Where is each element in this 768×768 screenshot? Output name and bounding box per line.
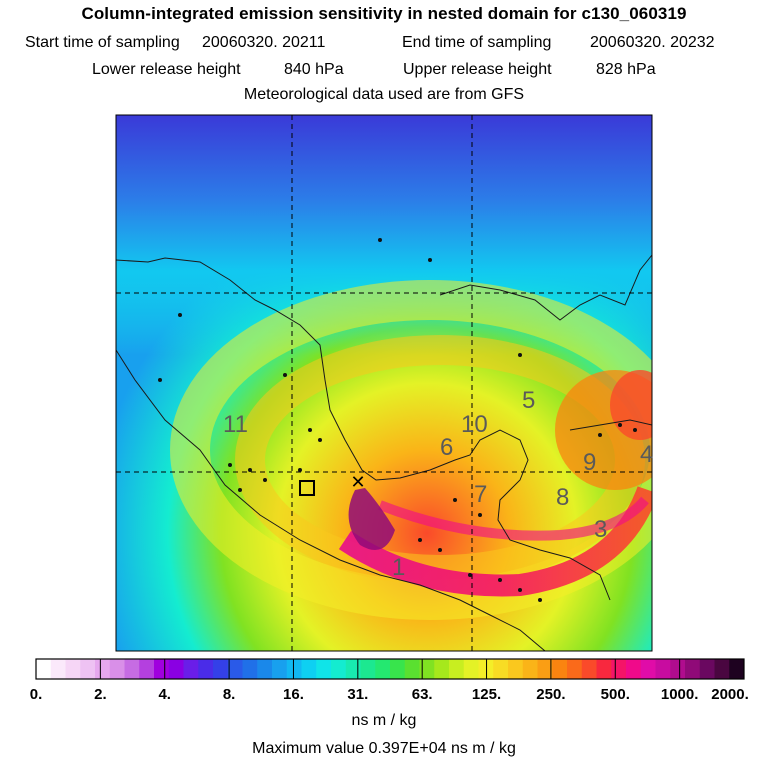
colorbar-swatch (154, 659, 170, 679)
colorbar-swatch (611, 659, 627, 679)
colorbar-swatch (375, 659, 391, 679)
colorbar-swatch (227, 659, 243, 679)
colorbar-swatch (655, 659, 671, 679)
region-label: 3 (594, 516, 607, 543)
colorbar-tick-label: 16. (283, 686, 304, 703)
colorbar-units: ns m / kg (351, 712, 417, 729)
region-label: 11 (223, 411, 248, 438)
colorbar-swatch (331, 659, 347, 679)
colorbar-tick-label: 2. (94, 686, 107, 703)
colorbar-swatch (685, 659, 701, 679)
region-label: 9 (583, 449, 596, 476)
colorbar-swatch (360, 659, 376, 679)
colorbar-swatch (36, 659, 52, 679)
colorbar-swatch (670, 659, 686, 679)
map-field: ✕ (116, 115, 652, 651)
colorbar-swatch (139, 659, 155, 679)
release-point-marker: ✕ (350, 472, 365, 492)
upper-height-value: 828 hPa (596, 61, 656, 78)
colorbar-swatch (522, 659, 538, 679)
colorbar-swatch (404, 659, 420, 679)
upper-height-label: Upper release height (403, 61, 552, 78)
region-label: 5 (522, 387, 535, 414)
region-label: 6 (440, 434, 453, 461)
colorbar-tick-label: 1000. (660, 686, 699, 703)
colorbar-swatch (463, 659, 479, 679)
colorbar-swatch (124, 659, 140, 679)
colorbar-tick-label: 0. (29, 686, 43, 703)
colorbar-swatch (419, 659, 435, 679)
colorbar-swatch (493, 659, 509, 679)
max-value: 0.397E+04 ns m / kg (368, 740, 516, 757)
point-markers (158, 238, 637, 602)
colorbar-swatch (729, 659, 745, 679)
colorbar-swatch (213, 659, 229, 679)
colorbar-tick-label: 500. (600, 686, 630, 703)
colorbar-tick-label: 8. (222, 686, 236, 703)
colorbar-swatch (596, 659, 612, 679)
start-time-label: Start time of sampling (25, 34, 180, 51)
colorbar-swatch (508, 659, 524, 679)
region-label: 7 (474, 481, 487, 508)
colorbar-swatch (581, 659, 597, 679)
colorbar-swatch (714, 659, 730, 679)
region-label: 10 (461, 411, 488, 438)
colorbar-swatch (434, 659, 450, 679)
colorbar-swatch (640, 659, 656, 679)
colorbar-tick-label: 125. (471, 686, 502, 703)
end-time-label: End time of sampling (402, 34, 552, 51)
max-value-label: Maximum value (252, 740, 365, 757)
colorbar-swatch (699, 659, 715, 679)
region-label: 4 (640, 441, 653, 468)
colorbar-swatch (95, 659, 111, 679)
colorbar-frame (35, 658, 745, 680)
colorbar-swatch (286, 659, 302, 679)
site-square-marker (299, 480, 315, 496)
plot-title: Column-integrated emission sensitivity i… (81, 4, 687, 23)
met-data-note: Meteorological data used are from GFS (243, 86, 525, 103)
colorbar-swatch (345, 659, 361, 679)
colorbar-swatch (449, 659, 465, 679)
colorbar-swatch (626, 659, 642, 679)
region-label: 8 (556, 484, 569, 511)
colorbar-swatch (109, 659, 125, 679)
colorbar-swatch (567, 659, 583, 679)
colorbar-tick-label: 250. (536, 686, 566, 703)
coastline (116, 257, 611, 601)
colorbar (35, 658, 745, 680)
colorbar-swatch (80, 659, 96, 679)
end-time-value: 20060320. 20232 (590, 34, 715, 51)
lower-height-label: Lower release height (92, 61, 241, 78)
colorbar-swatch (50, 659, 66, 679)
colorbar-swatch (272, 659, 288, 679)
region-label: 1 (392, 554, 405, 581)
max-value-line: Maximum value 0.397E+04 ns m / kg (0, 740, 768, 758)
colorbar-tick-label: 4. (158, 686, 171, 703)
colorbar-swatch (198, 659, 214, 679)
colorbar-tick-label: 31. (347, 686, 369, 703)
region-labels: 11 10 6 5 9 4 7 8 3 1 (223, 387, 653, 581)
colorbar-swatch (537, 659, 553, 679)
colorbar-swatch (257, 659, 273, 679)
colorbar-swatch (242, 659, 258, 679)
colorbar-tick-label: 63. (411, 686, 433, 703)
map-frame (115, 114, 653, 652)
colorbar-swatch (183, 659, 199, 679)
colorbar-swatch (168, 659, 184, 679)
colorbar-swatch (65, 659, 81, 679)
lower-height-value: 840 hPa (284, 61, 344, 78)
colorbar-swatch (552, 659, 568, 679)
start-time-value: 20060320. 20211 (202, 34, 326, 51)
colorbar-swatch (301, 659, 317, 679)
colorbar-swatch (316, 659, 332, 679)
colorbar-swatch (390, 659, 406, 679)
colorbar-tick-label: 2000. (711, 686, 749, 703)
